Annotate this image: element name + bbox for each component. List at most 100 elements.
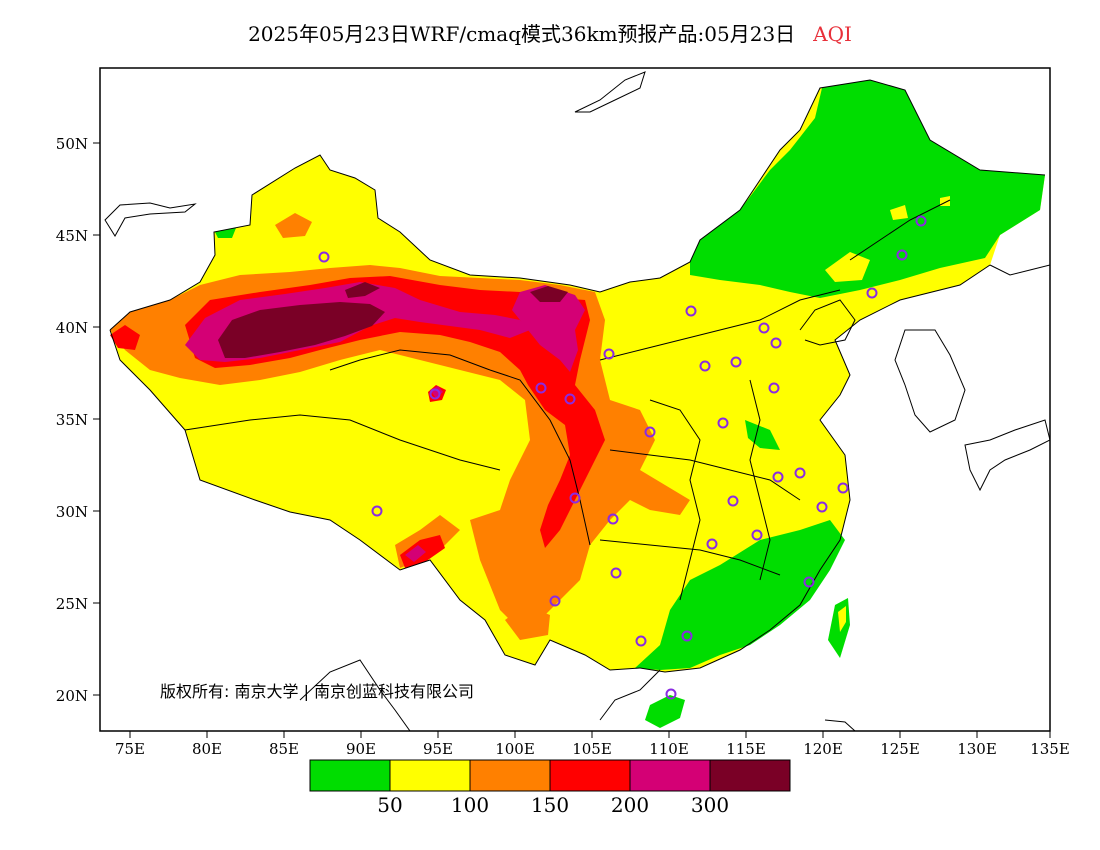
station-marker [837, 482, 849, 494]
aqi-zone-taiwan-core [838, 606, 846, 632]
internal-border-3 [489, 369, 591, 546]
station-marker [535, 382, 547, 394]
lake-baikal [574, 71, 646, 113]
station-marker [896, 249, 908, 261]
colorbar-swatch [389, 759, 471, 792]
title-main: 2025年05月23日WRF/cmaq模式36km预报产品:05月23日 [248, 22, 796, 46]
station-marker [768, 382, 780, 394]
lon-label: 105E [572, 740, 612, 758]
lat-label: 35N [56, 411, 88, 429]
aqi-zone-orange-north [275, 213, 312, 238]
station-marker [681, 630, 693, 642]
colorbar-swatch [629, 759, 711, 792]
station-marker [429, 388, 441, 400]
colorbar-swatch [709, 759, 791, 792]
station-marker [564, 393, 576, 405]
station-marker [803, 576, 815, 588]
aqi-zone-magenta-east [512, 285, 585, 372]
station-marker [794, 467, 806, 479]
map-frame [99, 67, 1051, 732]
internal-border-5 [609, 449, 801, 501]
lon-label: 130E [957, 740, 997, 758]
station-marker [665, 688, 677, 700]
aqi-zone-orange-yunnan [505, 605, 550, 640]
station-marker [751, 529, 763, 541]
aqi-zone-maroon [218, 302, 385, 358]
colorbar-label: 200 [611, 793, 649, 817]
station-marker [635, 635, 647, 647]
station-marker [730, 356, 742, 368]
copyright-text: 版权所有: 南京大学 | 南京创蓝科技有限公司 [160, 682, 474, 701]
colorbar-swatch [469, 759, 551, 792]
lon-label: 75E [115, 740, 145, 758]
aqi-zone-green-jiangsu [745, 420, 780, 450]
station-marker [866, 287, 878, 299]
station-marker [727, 495, 739, 507]
aqi-zone-green-northeast [690, 80, 1045, 298]
aqi-zone-green-west-edge [215, 228, 236, 238]
japan-north [989, 264, 1050, 276]
station-marker [915, 215, 927, 227]
lat-label: 45N [56, 227, 88, 245]
lon-axis: 75E 80E 85E 90E 95E 100E 105E 110E 115E … [115, 731, 1070, 758]
lon-label: 100E [495, 740, 535, 758]
bohai-coast [799, 299, 856, 346]
internal-border-6 [599, 539, 781, 576]
korea-coast [894, 329, 966, 433]
east-coast [639, 264, 991, 673]
aqi-zone-maroon-east [530, 286, 568, 302]
station-marker [318, 251, 330, 263]
lon-label: 90E [346, 740, 376, 758]
japan-coast [964, 419, 1050, 492]
colorbar-swatch [309, 759, 391, 792]
aqi-zone-hainan [645, 695, 685, 728]
station-marker [706, 538, 718, 550]
lat-label: 20N [56, 687, 88, 705]
station-marker [717, 417, 729, 429]
lat-label: 25N [56, 595, 88, 613]
lon-label: 110E [649, 740, 689, 758]
lon-label: 135E [1030, 740, 1070, 758]
china-border [109, 79, 1046, 331]
internal-border-7 [649, 399, 701, 601]
coastlines [104, 71, 1050, 731]
lat-label: 30N [56, 503, 88, 521]
aqi-zone-maroon-north [345, 282, 380, 298]
colorbar-label: 100 [451, 793, 489, 817]
colorbar: 50 100 150 200 300 [309, 759, 791, 817]
station-marker [644, 426, 656, 438]
station-marker [772, 471, 784, 483]
internal-border-4 [599, 289, 841, 361]
colorbar-label: 150 [531, 793, 569, 817]
aqi-zone-yellow-northeast-patch [825, 252, 870, 282]
station-marker [607, 513, 619, 525]
philippines-coast [824, 719, 856, 731]
lat-label: 50N [56, 135, 88, 153]
lon-label: 85E [269, 740, 299, 758]
station-marker [371, 505, 383, 517]
station-marker [770, 337, 782, 349]
colorbar-label: 50 [377, 793, 402, 817]
lon-label: 120E [803, 740, 843, 758]
internal-border-1 [329, 349, 491, 371]
station-marker [569, 492, 581, 504]
internal-border-8 [749, 379, 771, 581]
aqi-zone-yellow-ne-small [890, 205, 908, 220]
colorbar-label: 300 [691, 793, 729, 817]
station-marker [699, 360, 711, 372]
internal-border-9 [849, 199, 951, 261]
station-markers [318, 215, 927, 700]
lat-axis: 50N 45N 40N 35N 30N 25N 20N [56, 135, 100, 705]
lon-label: 95E [423, 740, 453, 758]
station-marker [816, 501, 828, 513]
lon-label: 115E [726, 740, 766, 758]
indochina-coast [599, 669, 661, 721]
lat-label: 40N [56, 319, 88, 337]
station-marker [603, 348, 615, 360]
lon-label: 125E [880, 740, 920, 758]
caspian-coast [104, 202, 197, 237]
india-coast [299, 659, 411, 731]
aqi-zone-magenta-southwest [405, 545, 426, 562]
station-marker [758, 322, 770, 334]
station-marker [685, 305, 697, 317]
